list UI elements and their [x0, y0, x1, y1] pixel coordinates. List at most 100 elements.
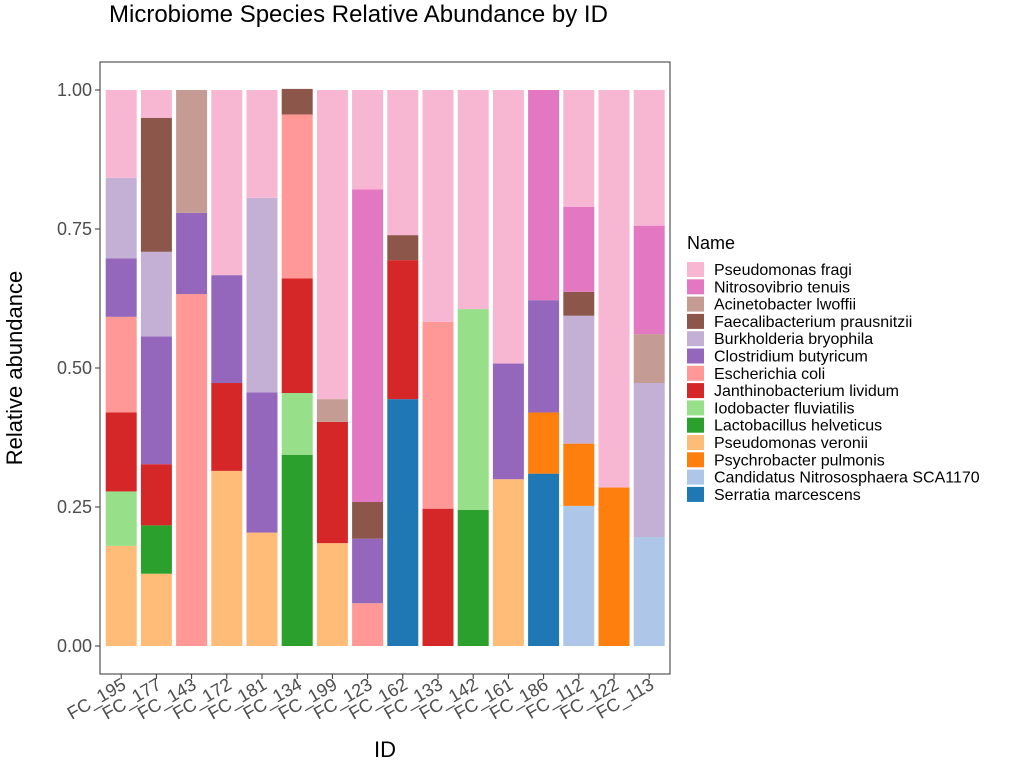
- bar-segment: [492, 479, 524, 646]
- bar-segment: [633, 383, 665, 538]
- legend-swatch: [687, 486, 704, 502]
- bar-segment: [387, 399, 419, 646]
- legend-label: Janthinobacterium lividum: [714, 383, 899, 400]
- legend-swatch: [687, 279, 704, 295]
- bar-segment: [176, 212, 208, 295]
- bar-segment: [387, 235, 419, 261]
- legend-label: Iodobacter fluviatilis: [714, 400, 855, 417]
- bar-segment: [457, 509, 489, 646]
- bar-segment: [598, 90, 630, 488]
- bar-segment: [211, 90, 243, 276]
- bar-segment: [352, 189, 384, 502]
- bar-segment: [281, 114, 313, 279]
- bar-segment: [457, 309, 489, 510]
- legend-label: Candidatus Nitrososphaera SCA1170: [714, 470, 980, 487]
- legend-label: Escherichia coli: [714, 366, 825, 383]
- y-tick-label: 0.75: [57, 219, 92, 239]
- bar-segment: [492, 90, 524, 364]
- bar-segment: [492, 363, 524, 480]
- bar-segment: [281, 88, 313, 115]
- bar-segment: [140, 251, 172, 337]
- bar-segment: [105, 177, 137, 259]
- bar-segment: [422, 90, 454, 322]
- bar-segment: [422, 321, 454, 509]
- bar-segment: [528, 412, 560, 474]
- legend-swatch: [687, 365, 704, 381]
- bar-segment: [352, 502, 384, 539]
- bar-segment: [563, 90, 595, 207]
- legend-swatch: [687, 262, 704, 277]
- bar-segment: [140, 525, 172, 574]
- bar-segment: [246, 532, 278, 646]
- bar-segment: [281, 454, 313, 646]
- bar-segment: [105, 316, 137, 413]
- legend-label: Lactobacillus helveticus: [714, 418, 882, 435]
- bar-segment: [105, 258, 137, 317]
- y-tick-label: 0.50: [57, 358, 92, 378]
- bar-segment: [563, 505, 595, 646]
- bar-segment: [246, 197, 278, 393]
- bar-segment: [176, 90, 208, 213]
- legend-label: Pseudomonas veronii: [714, 435, 868, 452]
- bar-segment: [176, 294, 208, 646]
- bar-segment: [105, 491, 137, 546]
- bar-segment: [140, 336, 172, 465]
- bar-segment: [352, 90, 384, 190]
- bar-segment: [105, 90, 137, 178]
- bar-segment: [633, 225, 665, 335]
- bar-segment: [387, 90, 419, 236]
- legend-swatch: [687, 469, 704, 485]
- bar-segment: [281, 278, 313, 394]
- legend-label: Psychrobacter pulmonis: [714, 452, 885, 469]
- bar-segment: [457, 90, 489, 310]
- legend-swatch: [687, 417, 704, 433]
- legend-label: Nitrosovibrio tenuis: [714, 279, 850, 296]
- bar-segment: [140, 464, 172, 526]
- legend-label: Clostridium butyricum: [714, 349, 868, 366]
- bars: [105, 88, 665, 646]
- legend-label: Acinetobacter lwoffii: [714, 297, 856, 314]
- legend-label: Faecalibacterium prausnitzii: [714, 314, 912, 331]
- bar-segment: [528, 473, 560, 646]
- legend-label: Serratia marcescens: [714, 487, 861, 504]
- bar-segment: [563, 291, 595, 316]
- bar-segment: [316, 90, 348, 400]
- legend-swatch: [687, 383, 704, 399]
- bar-segment: [633, 90, 665, 226]
- bar-segment: [316, 543, 348, 646]
- legend-swatch: [687, 331, 704, 347]
- bar-segment: [528, 90, 560, 301]
- legend-swatch: [687, 296, 704, 312]
- legend-title: Name: [687, 233, 735, 253]
- legend-swatch: [687, 348, 704, 364]
- bar-segment: [140, 117, 172, 252]
- chart-title: Microbiome Species Relative Abundance by…: [109, 1, 608, 28]
- x-axis-title: ID: [374, 737, 396, 762]
- bar-segment: [140, 573, 172, 646]
- bar-segment: [316, 399, 348, 422]
- bar-segment: [105, 412, 137, 492]
- bar-segment: [105, 545, 137, 646]
- bar-segment: [211, 275, 243, 384]
- bar-segment: [316, 421, 348, 544]
- y-axis: 0.00 0.25 0.50 0.75 1.00: [57, 80, 100, 656]
- bar-segment: [598, 487, 630, 646]
- legend-label: Burkholderia bryophila: [714, 331, 873, 348]
- bar-segment: [211, 383, 243, 471]
- bar-segment: [633, 537, 665, 646]
- legend-swatch: [687, 435, 704, 450]
- bar-segment: [563, 206, 595, 292]
- legend-swatch: [687, 313, 704, 329]
- bar-segment: [352, 603, 384, 646]
- bar-segment: [246, 392, 278, 533]
- bar-segment: [352, 538, 384, 604]
- bar-segment: [211, 470, 243, 646]
- legend-swatch: [687, 452, 704, 468]
- bar-segment: [387, 260, 419, 400]
- y-tick-label: 1.00: [57, 80, 92, 100]
- bar-segment: [633, 334, 665, 384]
- y-tick-label: 0.25: [57, 497, 92, 517]
